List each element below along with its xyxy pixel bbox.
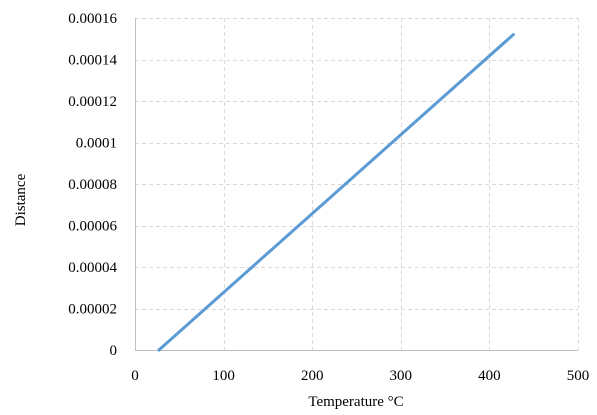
x-tick-label: 300: [390, 368, 413, 384]
y-axis-title: Distance: [13, 173, 29, 226]
x-axis-title: Temperature °C: [308, 394, 403, 410]
y-tick-label: 0.00008: [68, 177, 117, 193]
grid: [135, 18, 579, 350]
series-layer: [157, 33, 515, 352]
x-tick-labels: 0 100 200 300 400 500: [131, 368, 589, 384]
series-line: [157, 33, 515, 352]
x-tick-label: 500: [567, 368, 590, 384]
y-tick-label: 0.0001: [76, 136, 117, 152]
y-tick-label: 0.00014: [68, 53, 117, 69]
y-tick-label: 0.00004: [68, 260, 117, 276]
x-tick-label: 100: [212, 368, 235, 384]
plot-frame: [135, 18, 578, 351]
y-tick-label: 0.00012: [68, 94, 117, 110]
y-tick-label: 0: [110, 343, 118, 359]
y-tick-labels: 0 0.00002 0.00004 0.00006 0.00008 0.0001 0.000…: [68, 11, 117, 359]
y-tick-label: 0.00016: [68, 11, 117, 27]
y-tick-label: 0.00002: [68, 302, 117, 318]
x-tick-label: 200: [301, 368, 324, 384]
x-tick-label: 400: [478, 368, 501, 384]
y-tick-label: 0.00006: [68, 219, 117, 235]
x-tick-label: 0: [131, 368, 139, 384]
